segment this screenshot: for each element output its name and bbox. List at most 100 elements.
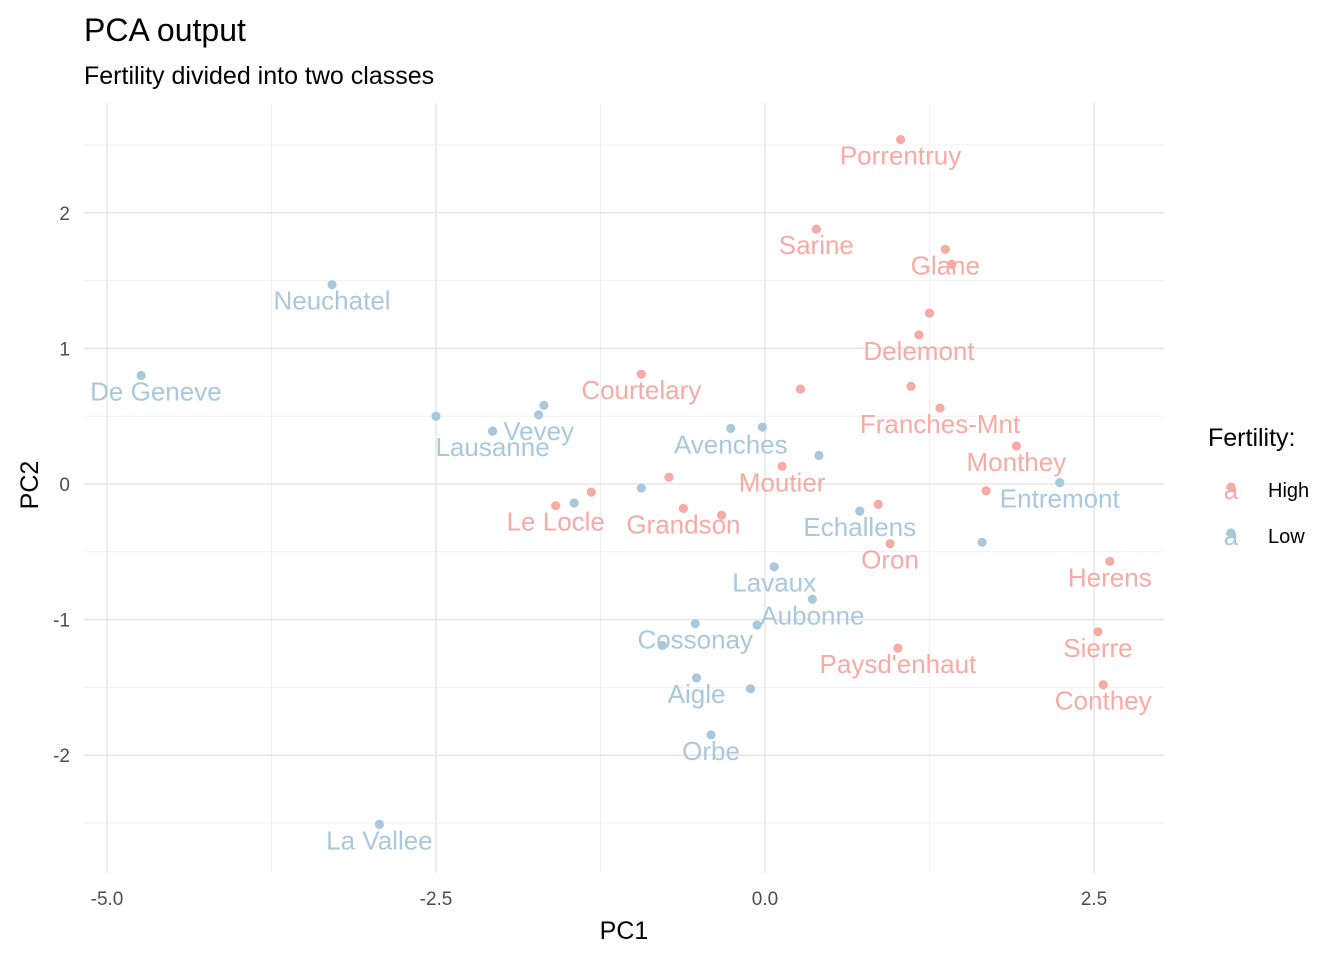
point-label: Paysd'enhaut bbox=[820, 649, 978, 679]
plot-panel: Porrentruy Sarine Glane Delemont Courtelary F… bbox=[61, 103, 1164, 873]
y-tick-label: 2 bbox=[59, 204, 70, 225]
point-label: Aigle bbox=[668, 679, 726, 709]
data-point-high bbox=[551, 501, 561, 511]
point-label: Franches-Mnt bbox=[860, 409, 1021, 439]
point-label: Moutier bbox=[739, 467, 826, 497]
data-point-low bbox=[745, 684, 756, 694]
legend-entry-high: aHigh bbox=[1224, 475, 1309, 505]
grid-minor bbox=[84, 103, 1164, 873]
y-axis-ticks: -2 -1 0 1 2 bbox=[53, 204, 70, 767]
data-point-high bbox=[1093, 627, 1103, 637]
data-point-low bbox=[657, 640, 667, 650]
data-point-low bbox=[757, 422, 767, 432]
data-point-high bbox=[873, 499, 883, 509]
point-label: Sarine bbox=[779, 230, 854, 260]
data-point-low bbox=[539, 400, 549, 410]
x-tick-label: -5.0 bbox=[91, 889, 124, 910]
data-point-high bbox=[924, 308, 935, 318]
legend-key-point bbox=[1226, 528, 1236, 538]
data-point-high bbox=[795, 384, 806, 394]
chart-title: PCA output bbox=[84, 12, 246, 48]
data-point-high bbox=[777, 461, 787, 471]
point-label: Neuchatel bbox=[273, 286, 390, 316]
legend-label: High bbox=[1268, 480, 1309, 502]
legend: Fertility: aHigh aLow bbox=[1208, 424, 1309, 551]
point-label: Courtelary bbox=[581, 375, 701, 405]
x-tick-label: -2.5 bbox=[420, 889, 453, 910]
data-point-high bbox=[678, 503, 689, 514]
point-label: Orbe bbox=[682, 736, 740, 766]
data-point-low bbox=[690, 619, 700, 629]
data-point-high bbox=[636, 369, 646, 379]
point-label: Avenches bbox=[674, 429, 788, 459]
x-tick-label: 0.0 bbox=[752, 889, 778, 910]
x-tick-label: 2.5 bbox=[1081, 889, 1107, 910]
y-axis-title: PC2 bbox=[16, 461, 44, 510]
legend-title: Fertility: bbox=[1208, 424, 1296, 452]
point-label: Lausanne bbox=[435, 432, 549, 462]
data-point-low bbox=[487, 426, 498, 436]
data-point-low bbox=[855, 506, 865, 516]
data-point-high bbox=[914, 330, 924, 340]
data-point-low bbox=[769, 562, 779, 572]
data-point-high bbox=[947, 259, 957, 269]
x-axis-title: PC1 bbox=[600, 917, 649, 945]
data-point-high bbox=[935, 403, 945, 413]
y-tick-label: 0 bbox=[59, 475, 70, 496]
y-tick-label: 1 bbox=[59, 339, 70, 360]
grid-major bbox=[84, 103, 1164, 873]
data-point-low bbox=[691, 673, 702, 683]
data-point-high bbox=[1011, 441, 1021, 451]
data-point-low bbox=[726, 423, 736, 434]
point-label: Monthey bbox=[966, 447, 1066, 477]
point-label: Entremont bbox=[1000, 484, 1121, 514]
data-point-low bbox=[706, 730, 716, 740]
data-point-high bbox=[885, 539, 895, 549]
data-point-high bbox=[895, 134, 906, 145]
data-point-low bbox=[136, 370, 146, 381]
data-point-low bbox=[534, 410, 544, 420]
point-label: Porrentruy bbox=[840, 141, 961, 171]
point-label: Sierre bbox=[1063, 633, 1132, 663]
data-point-low bbox=[636, 483, 646, 493]
point-label: Lavaux bbox=[732, 568, 816, 598]
point-label: Herens bbox=[1068, 562, 1152, 592]
point-label: Vevey bbox=[503, 416, 574, 446]
x-axis-ticks: -5.0 -2.5 0.0 2.5 bbox=[91, 889, 1108, 910]
data-point-high bbox=[906, 381, 916, 391]
data-point-low bbox=[374, 819, 385, 829]
data-point-high bbox=[940, 244, 950, 255]
y-tick-label: -2 bbox=[53, 746, 70, 767]
data-point-high bbox=[1098, 680, 1108, 690]
point-labels: Porrentruy Sarine Glane Delemont Courtelary F… bbox=[61, 141, 1152, 856]
data-point-high bbox=[586, 487, 596, 497]
chart-subtitle: Fertility divided into two classes bbox=[84, 62, 434, 90]
data-point-low bbox=[977, 537, 987, 547]
y-tick-label: -1 bbox=[53, 611, 70, 632]
points bbox=[136, 134, 1115, 829]
point-label: Glane bbox=[911, 250, 980, 280]
data-point-low bbox=[814, 450, 824, 461]
legend-label: Low bbox=[1268, 526, 1305, 548]
data-point-low bbox=[569, 498, 579, 508]
legend-key-point bbox=[1226, 482, 1236, 492]
point-label: V. De Geneve bbox=[61, 377, 222, 407]
point-label: Aubonne bbox=[760, 600, 864, 630]
data-point-low bbox=[752, 620, 762, 630]
data-point-high bbox=[716, 510, 727, 520]
legend-entry-low: aLow bbox=[1224, 521, 1305, 551]
point-label: Le Locle bbox=[507, 507, 605, 537]
data-point-low bbox=[1055, 478, 1065, 488]
data-point-high bbox=[664, 472, 674, 482]
point-label: Echallens bbox=[803, 512, 916, 542]
data-point-high bbox=[981, 486, 991, 496]
point-label: Oron bbox=[861, 545, 919, 575]
data-point-high bbox=[893, 643, 903, 653]
point-label: La Vallee bbox=[326, 825, 433, 855]
point-label: Delemont bbox=[863, 336, 975, 366]
data-point-low bbox=[431, 411, 441, 421]
data-point-high bbox=[1105, 556, 1115, 566]
point-label: Cossonay bbox=[637, 625, 753, 655]
data-point-low bbox=[327, 280, 337, 290]
